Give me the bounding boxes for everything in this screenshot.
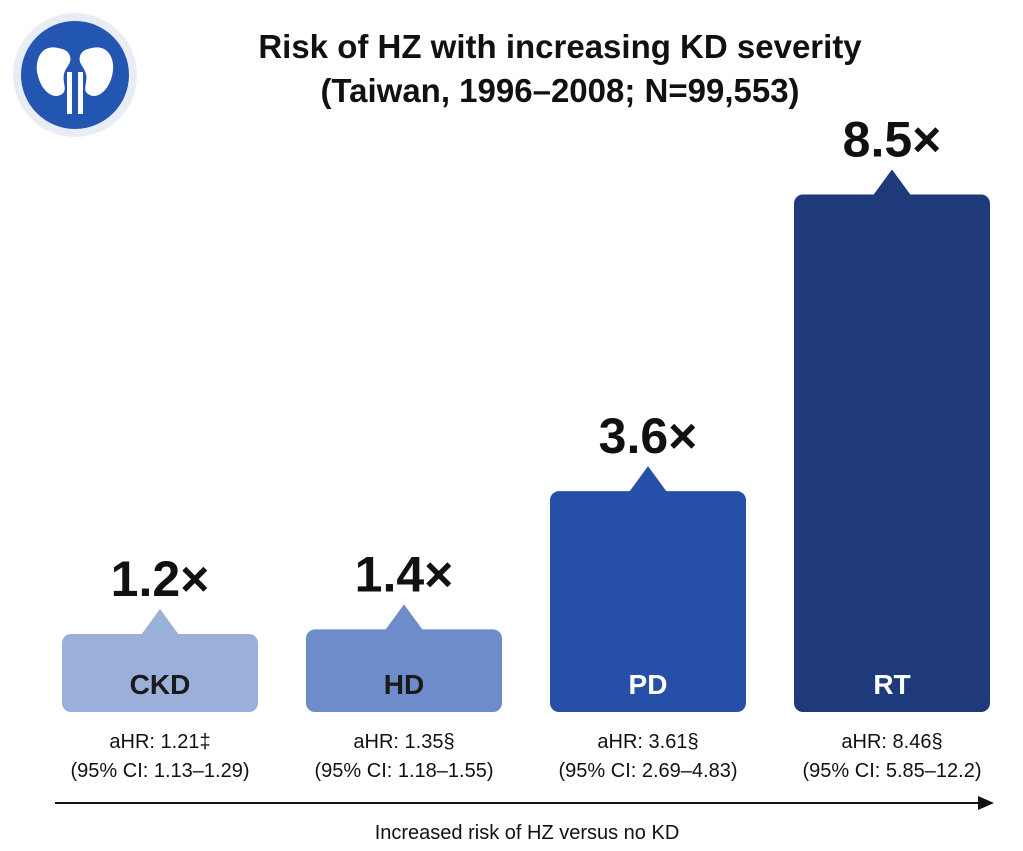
category-label-hd: HD [384, 669, 424, 700]
bar-pointer-hd [385, 604, 423, 631]
category-label-rt: RT [873, 669, 910, 700]
ci-label-ckd: (95% CI: 1.13–1.29) [71, 760, 250, 782]
ahr-label-ckd: aHR: 1.21‡ [109, 731, 210, 753]
bar-pointer-pd [629, 466, 667, 493]
kidney-logo [13, 13, 137, 137]
x-axis-label: Increased risk of HZ versus no KD [375, 822, 680, 844]
ahr-label-hd: aHR: 1.35§ [353, 731, 454, 753]
bar-pointer-ckd [141, 609, 179, 635]
category-label-pd: PD [629, 669, 668, 700]
ci-label-rt: (95% CI: 5.85–12.2) [803, 760, 982, 782]
multiplier-label-rt: 8.5× [843, 111, 942, 167]
chart-title-line1: Risk of HZ with increasing KD severity [258, 28, 862, 65]
bar-hd [306, 629, 502, 712]
ahr-label-rt: aHR: 8.46§ [841, 731, 942, 753]
bar-pointer-rt [873, 169, 911, 196]
bars-group: CKD 1.2× aHR: 1.21‡ (95% CI: 1.13–1.29) HD 1.… [62, 111, 990, 782]
bar-ckd [62, 634, 258, 712]
kidney-icon [36, 47, 114, 114]
multiplier-label-hd: 1.4× [355, 546, 454, 602]
multiplier-label-ckd: 1.2× [111, 551, 210, 607]
chart-title-line2: (Taiwan, 1996–2008; N=99,553) [320, 72, 800, 109]
ci-label-hd: (95% CI: 1.18–1.55) [315, 760, 494, 782]
x-axis: Increased risk of HZ versus no KD [55, 796, 994, 844]
multiplier-label-pd: 3.6× [599, 408, 698, 464]
bar-rt [794, 194, 990, 713]
ahr-label-pd: aHR: 3.61§ [597, 731, 698, 753]
x-axis-arrowhead [978, 796, 994, 810]
logo-disc [21, 21, 129, 129]
category-label-ckd: CKD [130, 669, 191, 700]
ci-label-pd: (95% CI: 2.69–4.83) [559, 760, 738, 782]
bar-pd [550, 491, 746, 712]
